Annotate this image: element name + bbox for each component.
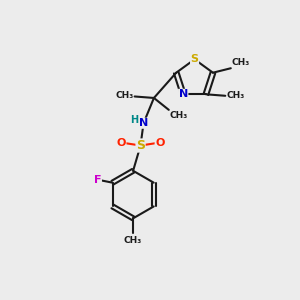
Text: CH₃: CH₃ xyxy=(226,91,245,100)
Text: N: N xyxy=(178,89,188,99)
Text: S: S xyxy=(190,54,199,64)
Text: N: N xyxy=(139,118,148,128)
Text: CH₃: CH₃ xyxy=(115,92,134,100)
Text: CH₃: CH₃ xyxy=(232,58,250,67)
Text: F: F xyxy=(94,175,101,185)
Text: CH₃: CH₃ xyxy=(170,111,188,120)
Text: S: S xyxy=(136,139,145,152)
Text: H: H xyxy=(130,115,139,125)
Text: CH₃: CH₃ xyxy=(124,236,142,244)
Text: O: O xyxy=(155,137,164,148)
Text: O: O xyxy=(116,137,126,148)
